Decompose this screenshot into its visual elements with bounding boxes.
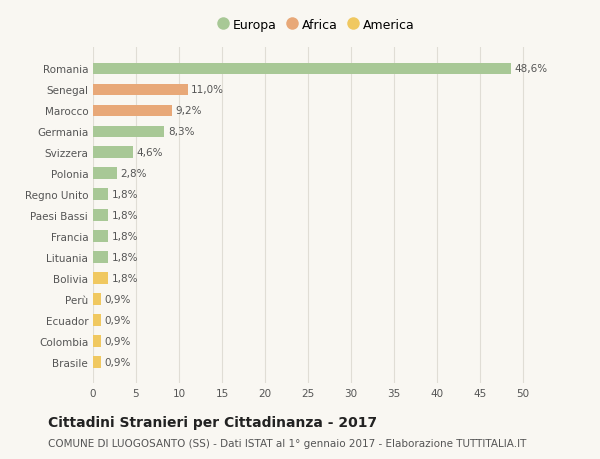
Bar — [93, 336, 101, 347]
Bar — [93, 315, 101, 326]
Bar — [93, 126, 164, 138]
Text: 0,9%: 0,9% — [104, 336, 131, 347]
Bar — [93, 294, 101, 305]
Text: 2,8%: 2,8% — [121, 169, 147, 179]
Text: 0,9%: 0,9% — [104, 315, 131, 325]
Text: 0,9%: 0,9% — [104, 357, 131, 367]
Text: 48,6%: 48,6% — [514, 64, 547, 74]
Text: 4,6%: 4,6% — [136, 148, 163, 158]
Bar — [93, 63, 511, 75]
Bar — [93, 231, 109, 242]
Text: COMUNE DI LUOGOSANTO (SS) - Dati ISTAT al 1° gennaio 2017 - Elaborazione TUTTITA: COMUNE DI LUOGOSANTO (SS) - Dati ISTAT a… — [48, 438, 526, 448]
Text: 1,8%: 1,8% — [112, 274, 139, 284]
Text: 1,8%: 1,8% — [112, 190, 139, 200]
Legend: Europa, Africa, America: Europa, Africa, America — [213, 14, 420, 37]
Text: 1,8%: 1,8% — [112, 252, 139, 263]
Text: 11,0%: 11,0% — [191, 85, 224, 95]
Text: 1,8%: 1,8% — [112, 232, 139, 241]
Bar — [93, 210, 109, 222]
Text: 1,8%: 1,8% — [112, 211, 139, 221]
Bar — [93, 273, 109, 284]
Bar — [93, 252, 109, 263]
Bar — [93, 357, 101, 368]
Text: Cittadini Stranieri per Cittadinanza - 2017: Cittadini Stranieri per Cittadinanza - 2… — [48, 415, 377, 429]
Bar — [93, 105, 172, 117]
Bar — [93, 189, 109, 201]
Bar — [93, 147, 133, 159]
Bar — [93, 168, 117, 179]
Text: 0,9%: 0,9% — [104, 295, 131, 304]
Text: 8,3%: 8,3% — [168, 127, 194, 137]
Text: 9,2%: 9,2% — [176, 106, 202, 116]
Bar — [93, 84, 188, 96]
